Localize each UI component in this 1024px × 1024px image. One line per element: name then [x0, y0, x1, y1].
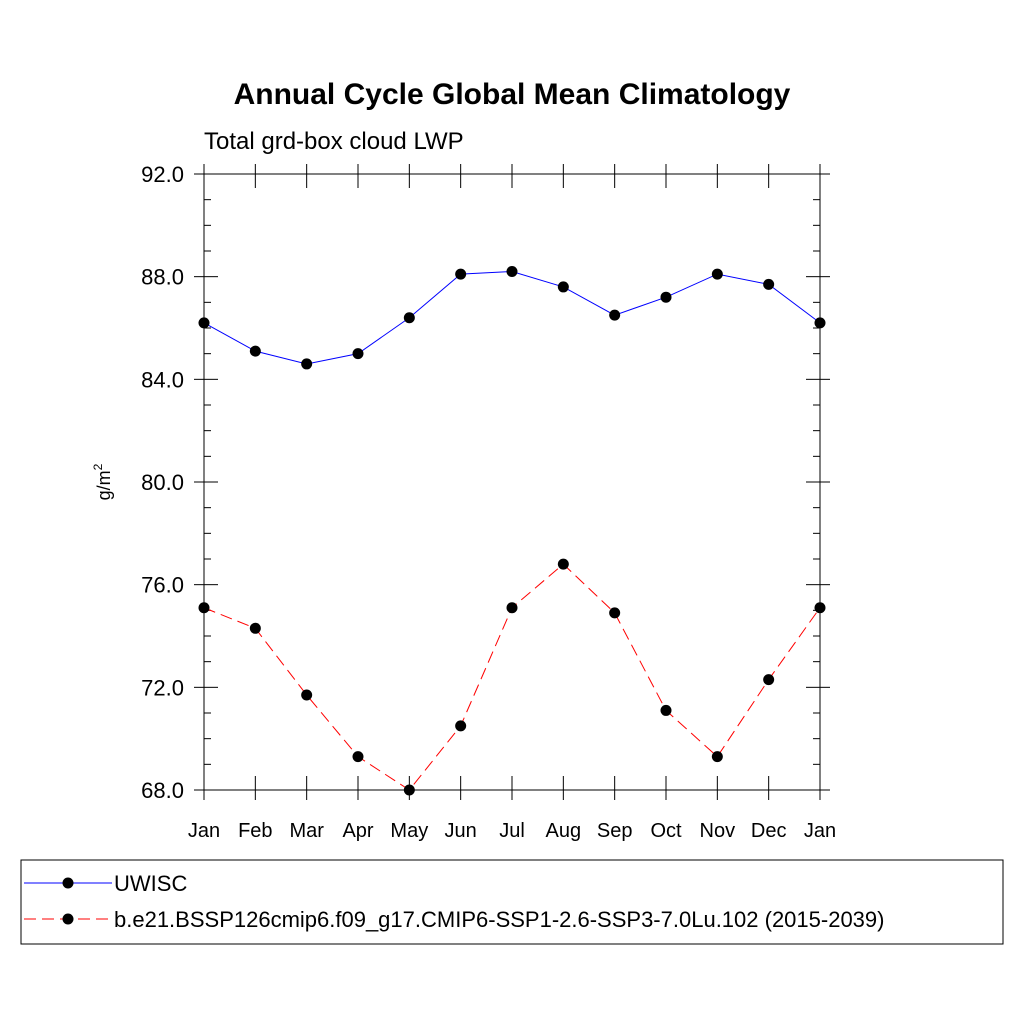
chart-title: Annual Cycle Global Mean Climatology [234, 78, 791, 111]
series-2-point [249, 622, 261, 634]
y-tick-label: 92.0 [141, 162, 184, 187]
series-2-line [203, 563, 821, 791]
y-tick-label: 68.0 [141, 778, 184, 803]
y-tick-label: 88.0 [141, 265, 184, 290]
legend-marker-1 [62, 877, 74, 889]
series-2-point [763, 674, 775, 686]
x-tick-label: May [390, 820, 428, 842]
series-1-point [455, 268, 467, 280]
series-1-point [506, 266, 518, 278]
plot-area: Jan Feb Mar Apr May Jun Jul Aug Sep Oct Nov Dec Jan6… [141, 162, 836, 842]
y-axis-label: g/m2 [91, 463, 114, 500]
series-2-point [609, 607, 621, 619]
legend-box [20, 859, 1004, 945]
series-1-point [609, 309, 621, 321]
series-1-point [403, 312, 415, 324]
x-tick-label: Feb [238, 820, 272, 842]
series-2-point [455, 720, 467, 732]
series-2-point [403, 784, 415, 796]
x-tick-label: Oct [650, 820, 682, 842]
x-tick-label: Jul [499, 820, 525, 842]
x-tick-label: Apr [342, 820, 373, 842]
series-1-point [352, 348, 364, 360]
legend-marker-2 [62, 913, 74, 925]
series-2-point [506, 602, 518, 614]
y-tick-label: 76.0 [141, 573, 184, 598]
chart-subtitle: Total grd-box cloud LWP [204, 128, 464, 155]
series-1-point [660, 291, 672, 303]
series-2-point [301, 689, 313, 701]
series-1-point [301, 358, 313, 370]
x-tick-label: Dec [751, 820, 787, 842]
series-1-point [711, 268, 723, 280]
series-1-point [249, 345, 261, 357]
y-axis-label-text: g/m [94, 470, 114, 500]
series-1-point [198, 317, 210, 329]
series-2-point [198, 602, 210, 614]
series-2-point [352, 751, 364, 763]
svg-text:g/m2: g/m2 [91, 463, 114, 500]
series-1-point [814, 317, 826, 329]
x-tick-label: Jun [445, 820, 477, 842]
series-2-point [814, 602, 826, 614]
legend: UWISC b.e21.BSSP126cmip6.f09_g17.CMIP6-SS… [20, 859, 1004, 945]
series-2-point [557, 558, 569, 570]
x-tick-label: Jan [188, 820, 220, 842]
legend-label-1: UWISC [114, 871, 187, 896]
y-axis-label-superscript: 2 [91, 463, 105, 470]
series-2-point [711, 751, 723, 763]
y-tick-label: 80.0 [141, 470, 184, 495]
series-1-line [203, 271, 821, 365]
x-tick-label: Mar [289, 820, 324, 842]
series-2-point [660, 704, 672, 716]
series-1-point [763, 278, 775, 290]
x-tick-label: Aug [546, 820, 582, 842]
series-1-point [557, 281, 569, 293]
x-tick-label: Jan [804, 820, 836, 842]
y-tick-label: 72.0 [141, 675, 184, 700]
x-tick-label: Sep [597, 820, 633, 842]
legend-label-2: b.e21.BSSP126cmip6.f09_g17.CMIP6-SSP1-2.… [114, 907, 884, 932]
y-tick-label: 84.0 [141, 367, 184, 392]
x-tick-label: Nov [700, 820, 736, 842]
